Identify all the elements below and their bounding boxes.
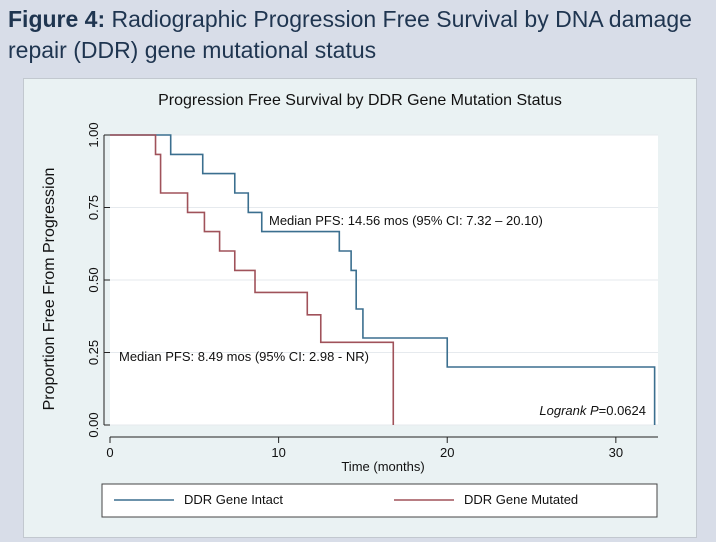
x-tick-label: 0 bbox=[106, 445, 113, 460]
annotation-mutated-median: Median PFS: 8.49 mos (95% CI: 2.98 - NR) bbox=[119, 349, 369, 364]
grid bbox=[110, 134, 658, 426]
logrank-label: Logrank P bbox=[539, 403, 599, 418]
y-axis-label: Proportion Free From Progression bbox=[41, 168, 58, 411]
annotation-intact-median: Median PFS: 14.56 mos (95% CI: 7.32 – 20… bbox=[269, 213, 543, 228]
x-tick-label: 20 bbox=[440, 445, 454, 460]
series-line-intact bbox=[110, 134, 656, 425]
axes: 0.00 0.25 0.50 0.75 1.00 0 10 20 30 bbox=[86, 122, 658, 460]
legend: DDR Gene Intact DDR Gene Mutated bbox=[101, 483, 658, 518]
legend-label-mutated: DDR Gene Mutated bbox=[464, 492, 578, 507]
km-chart: Progression Free Survival by DDR Gene Mu… bbox=[41, 92, 658, 518]
logrank-value: =0.0624 bbox=[599, 403, 646, 418]
figure-label: Figure 4: bbox=[8, 6, 106, 32]
annotation-logrank: Logrank P=0.0624 bbox=[539, 403, 646, 418]
figure-caption: Radiographic Progression Free Survival b… bbox=[8, 6, 692, 63]
y-tick-label: 0.50 bbox=[86, 267, 101, 292]
chart-panel: Progression Free Survival by DDR Gene Mu… bbox=[23, 78, 697, 538]
x-tick-label: 30 bbox=[609, 445, 623, 460]
y-tick-label: 0.75 bbox=[86, 195, 101, 220]
y-tick-label: 1.00 bbox=[86, 122, 101, 147]
chart-title: Progression Free Survival by DDR Gene Mu… bbox=[158, 92, 562, 109]
series-group bbox=[110, 134, 656, 425]
y-tick-label: 0.25 bbox=[86, 340, 101, 365]
figure-title: Figure 4: Radiographic Progression Free … bbox=[8, 4, 708, 66]
legend-box bbox=[101, 483, 658, 518]
series-line-mutated bbox=[110, 134, 395, 425]
y-tick-label: 0.00 bbox=[86, 412, 101, 437]
legend-label-intact: DDR Gene Intact bbox=[184, 492, 283, 507]
x-axis-label: Time (months) bbox=[341, 459, 424, 474]
x-tick-label: 10 bbox=[271, 445, 285, 460]
